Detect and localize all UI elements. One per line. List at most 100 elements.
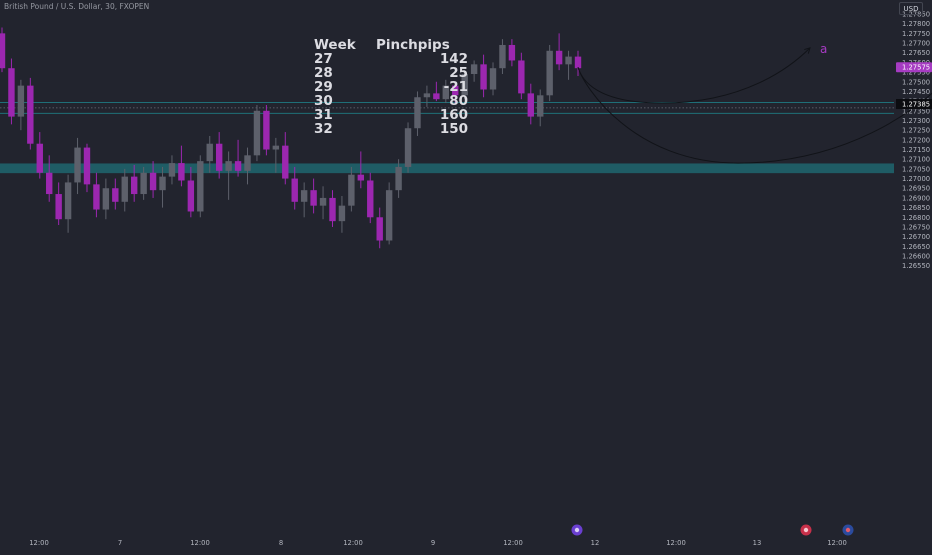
candle[interactable] [234, 161, 242, 171]
candle[interactable] [102, 188, 110, 210]
symbol-title: British Pound / U.S. Dollar, 30, FXOPEN [4, 2, 150, 11]
candle[interactable] [452, 85, 459, 96]
candle[interactable] [17, 85, 25, 117]
candle[interactable] [489, 68, 497, 90]
price-scale-tick: 1.26650 [902, 243, 930, 251]
time-axis-label: 12:00 [343, 539, 363, 547]
projection-label: a [820, 42, 827, 56]
candle[interactable] [206, 143, 213, 162]
table-row: 30 80 [314, 94, 468, 108]
candle[interactable] [480, 64, 487, 90]
candle[interactable] [404, 128, 412, 167]
candle[interactable] [8, 68, 15, 117]
candle[interactable] [83, 147, 91, 185]
price-scale-tick: 1.26950 [902, 185, 930, 193]
candle[interactable] [215, 143, 223, 171]
price-scale-tick: 1.26700 [902, 233, 930, 241]
candle[interactable] [385, 190, 393, 241]
candle[interactable] [470, 64, 478, 75]
candle[interactable] [112, 188, 119, 202]
candle[interactable] [508, 44, 516, 61]
economic-event-icon-center [574, 527, 580, 533]
candle[interactable] [357, 174, 365, 181]
price-scale-tick: 1.27650 [902, 49, 930, 57]
candle[interactable] [414, 97, 421, 129]
price-scale-tick: 1.26750 [902, 223, 930, 231]
candle[interactable] [555, 50, 563, 65]
candle[interactable] [537, 95, 544, 117]
time-axis-label: 12:00 [827, 539, 847, 547]
candle[interactable] [565, 56, 572, 65]
candle[interactable] [433, 93, 440, 100]
projection-path[interactable] [577, 67, 932, 164]
candle[interactable] [272, 145, 280, 150]
candle[interactable] [178, 163, 185, 181]
candle[interactable] [187, 180, 195, 212]
price-scale-tick: 1.26800 [902, 214, 930, 222]
candle[interactable] [367, 180, 374, 218]
table-cell-week: 27 [314, 51, 333, 67]
candle[interactable] [168, 163, 176, 177]
price-scale-tick: 1.27000 [902, 175, 930, 183]
candle[interactable] [461, 74, 468, 96]
candle[interactable] [263, 110, 270, 150]
price-scale-tick: 1.27250 [902, 127, 930, 135]
candle[interactable] [159, 176, 166, 191]
price-scale-tick: 1.27150 [902, 146, 930, 154]
projection-path[interactable] [577, 47, 811, 104]
candle[interactable] [395, 166, 402, 191]
price-scale-tick: 1.27550 [902, 69, 930, 77]
time-axis-label: 7 [118, 539, 122, 547]
candle[interactable] [36, 143, 43, 173]
candle[interactable] [0, 33, 6, 69]
candle[interactable] [55, 194, 62, 220]
support-zone[interactable] [0, 163, 894, 174]
candle[interactable] [348, 174, 355, 206]
candle[interactable] [527, 93, 534, 117]
candle[interactable] [442, 85, 450, 100]
candle[interactable] [329, 197, 336, 222]
table-cell-pinchpips: 150 [439, 121, 468, 137]
candle[interactable] [282, 145, 289, 179]
candle[interactable] [518, 60, 525, 94]
candle[interactable] [64, 182, 72, 220]
candle[interactable] [197, 161, 204, 212]
candle[interactable] [46, 172, 53, 195]
time-axis-label: 12 [591, 539, 600, 547]
candle[interactable] [149, 172, 157, 191]
table-cell-week: 28 [314, 65, 333, 81]
candle[interactable] [310, 190, 317, 206]
time-axis-label: 9 [431, 539, 435, 547]
candle[interactable] [140, 172, 147, 195]
candle[interactable] [244, 155, 251, 171]
candle[interactable] [574, 56, 582, 69]
us-flag-icon-center [845, 527, 851, 533]
price-scale-tick: 1.26850 [902, 204, 930, 212]
candle[interactable] [253, 110, 261, 156]
candle[interactable] [74, 147, 81, 183]
price-scale-tick: 1.27800 [902, 20, 930, 28]
uk-flag-icon-center [803, 527, 809, 533]
candle[interactable] [225, 161, 232, 171]
time-axis-label: 12:00 [29, 539, 49, 547]
currency-button[interactable]: USD [899, 2, 923, 15]
table-row: 31 160 [314, 108, 468, 122]
weekly-pinchpips-table: Week Pinchpips 27 142 28 25 29 -21 30 80 31 1… [314, 38, 468, 136]
candle[interactable] [121, 176, 128, 202]
candle[interactable] [300, 190, 308, 202]
candle[interactable] [319, 197, 327, 206]
candle[interactable] [93, 184, 100, 210]
current-price-tag [896, 62, 932, 73]
candle[interactable] [423, 93, 431, 98]
table-header-row: Week Pinchpips [314, 38, 468, 52]
candle[interactable] [376, 217, 383, 241]
candle[interactable] [291, 178, 298, 202]
candle[interactable] [130, 176, 138, 195]
candle[interactable] [27, 85, 34, 144]
candle[interactable] [499, 44, 506, 69]
candle[interactable] [338, 205, 346, 222]
candle[interactable] [546, 50, 553, 96]
table-row: 32 150 [314, 122, 468, 136]
